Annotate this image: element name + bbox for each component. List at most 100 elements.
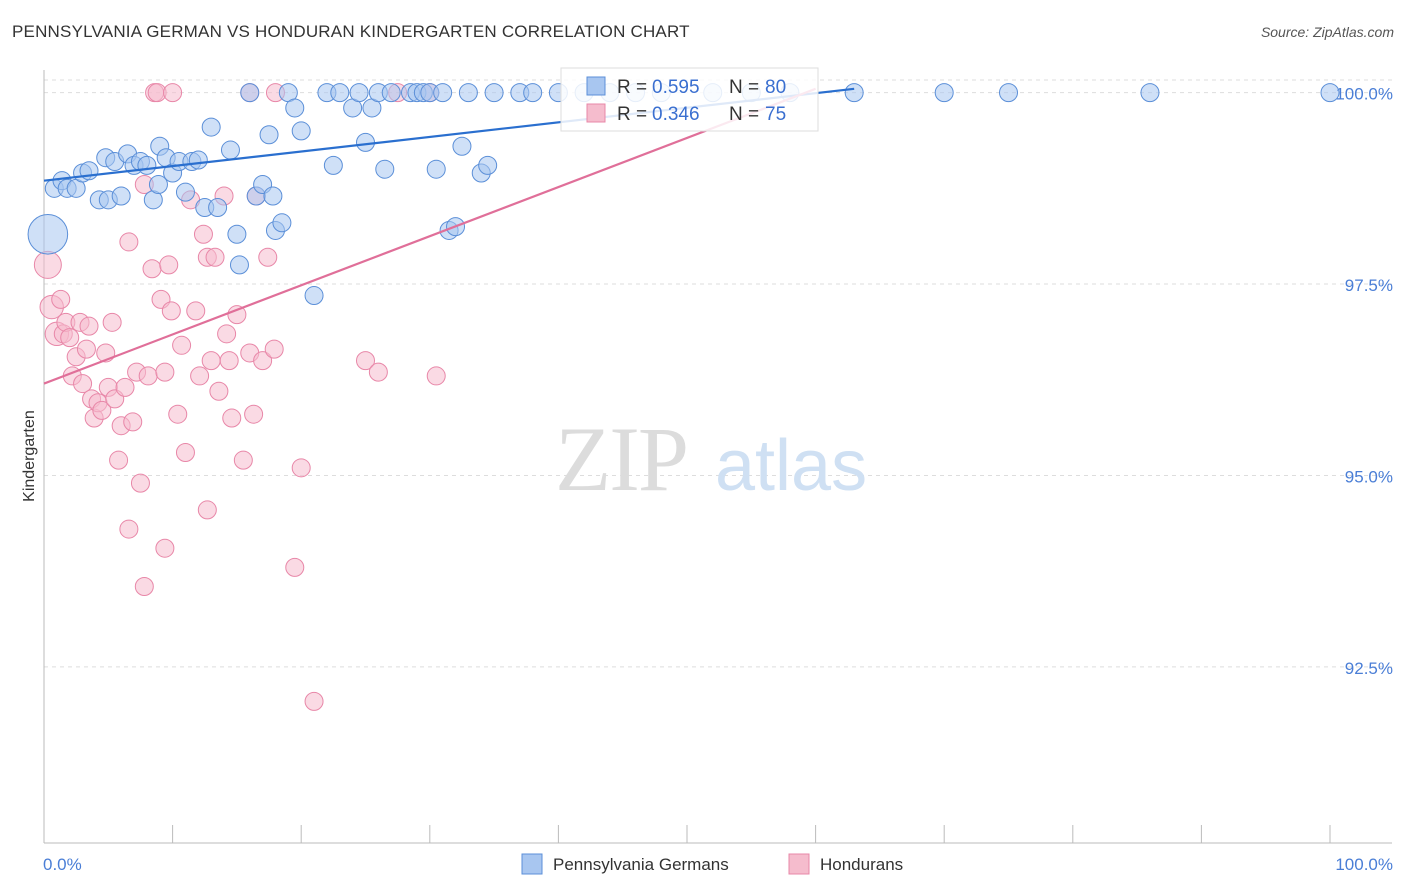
hondurans-points — [33, 83, 446, 711]
data-point-pennsylvania-german — [999, 83, 1018, 103]
data-point-honduran — [227, 305, 247, 325]
data-point-pennsylvania-german — [27, 213, 69, 255]
data-point-pennsylvania-german — [201, 117, 221, 137]
stats-n-label-blue: N = — [729, 77, 759, 98]
data-point-pennsylvania-german — [844, 83, 864, 103]
source-label: Source: ZipAtlas.com — [1260, 24, 1394, 40]
x-tick-label-min: 0.0% — [43, 855, 82, 874]
data-point-pennsylvania-german — [304, 286, 324, 306]
stats-legend: R = 0.595 N = 80 R = 0.346 N = 75 — [560, 67, 819, 132]
data-point-pennsylvania-german — [452, 136, 472, 156]
data-point-pennsylvania-german — [259, 125, 279, 145]
data-point-honduran — [123, 412, 143, 432]
data-point-honduran — [193, 224, 213, 244]
y-tick-labels: 100.0% 97.5% 95.0% 92.5% — [1335, 85, 1393, 678]
data-point-honduran — [115, 377, 135, 397]
data-point-honduran — [51, 289, 71, 309]
data-point-honduran — [205, 247, 225, 267]
legend-swatch-pink — [788, 853, 810, 875]
data-point-pennsylvania-german — [426, 159, 446, 179]
data-point-honduran — [109, 450, 129, 470]
data-point-honduran — [138, 366, 158, 386]
stats-n-label-pink: N = — [729, 104, 759, 125]
legend-label-blue: Pennsylvania Germans — [553, 855, 729, 874]
data-point-pennsylvania-german — [330, 83, 350, 103]
y-tick-label: 95.0% — [1345, 467, 1393, 486]
data-point-honduran — [119, 232, 139, 252]
watermark-zip: ZIP — [555, 408, 687, 510]
axes — [43, 70, 1392, 844]
data-point-pennsylvania-german — [137, 155, 157, 175]
data-point-honduran — [285, 557, 305, 577]
data-point-pennsylvania-german — [208, 197, 228, 217]
legend-swatch-blue — [521, 853, 543, 875]
data-point-pennsylvania-german — [484, 83, 504, 103]
data-point-pennsylvania-german — [381, 83, 401, 103]
stats-swatch-pink — [586, 103, 606, 123]
data-point-honduran — [134, 576, 154, 596]
data-point-pennsylvania-german — [188, 150, 208, 170]
data-point-honduran — [172, 335, 192, 355]
bottom-legend: Pennsylvania Germans Hondurans — [521, 853, 903, 875]
stats-swatch-blue — [586, 76, 606, 96]
data-point-honduran — [368, 362, 388, 382]
data-point-honduran — [258, 247, 278, 267]
legend-label-pink: Hondurans — [820, 855, 903, 874]
chart-title: PENNSYLVANIA GERMAN VS HONDURAN KINDERGA… — [12, 22, 690, 41]
stats-r-label-blue: R = — [617, 77, 647, 98]
data-point-honduran — [60, 328, 80, 348]
data-point-pennsylvania-german — [220, 140, 240, 160]
data-point-honduran — [168, 404, 188, 424]
data-point-honduran — [264, 339, 284, 359]
data-point-pennsylvania-german — [291, 121, 311, 141]
data-point-honduran — [304, 691, 324, 711]
y-axis-label: Kindergarten — [21, 410, 38, 502]
data-point-honduran — [244, 404, 264, 424]
stats-n-value-blue: 80 — [765, 77, 786, 98]
data-point-honduran — [209, 381, 229, 401]
watermark-atlas: atlas — [715, 426, 867, 506]
data-point-honduran — [76, 339, 96, 359]
data-point-honduran — [217, 324, 237, 344]
data-point-honduran — [33, 250, 62, 279]
data-point-honduran — [163, 83, 183, 103]
data-point-honduran — [159, 255, 179, 275]
x-tick-label-max: 100.0% — [1335, 855, 1393, 874]
data-point-pennsylvania-german — [263, 186, 283, 206]
data-point-honduran — [186, 301, 206, 321]
data-point-pennsylvania-german — [285, 98, 305, 118]
data-point-honduran — [142, 259, 162, 279]
data-point-pennsylvania-german — [356, 132, 375, 152]
data-point-pennsylvania-german — [433, 83, 453, 103]
data-point-pennsylvania-german — [148, 175, 168, 195]
data-point-honduran — [119, 519, 139, 539]
data-point-pennsylvania-german — [323, 155, 343, 175]
data-point-pennsylvania-german — [1320, 83, 1340, 103]
data-point-pennsylvania-german — [375, 159, 395, 179]
y-tick-label: 100.0% — [1335, 85, 1393, 104]
data-point-honduran — [426, 366, 446, 386]
data-point-honduran — [92, 400, 112, 420]
data-point-honduran — [197, 500, 217, 520]
data-point-pennsylvania-german — [934, 83, 954, 103]
data-point-honduran — [253, 351, 273, 371]
data-point-honduran — [201, 351, 221, 371]
data-point-pennsylvania-german — [240, 83, 260, 103]
trend-line-hondurans — [43, 87, 816, 385]
data-point-honduran — [79, 316, 99, 336]
stats-r-value-pink: 0.346 — [652, 104, 700, 125]
data-point-honduran — [233, 450, 253, 470]
data-point-honduran — [219, 351, 239, 371]
data-point-pennsylvania-german — [111, 186, 131, 206]
data-point-honduran — [161, 301, 181, 321]
data-point-pennsylvania-german — [272, 213, 292, 233]
data-point-honduran — [356, 351, 375, 371]
data-point-pennsylvania-german — [229, 255, 249, 275]
stats-r-label-pink: R = — [617, 104, 647, 125]
data-point-pennsylvania-german — [175, 182, 195, 202]
data-point-pennsylvania-german — [478, 155, 498, 175]
data-point-honduran — [102, 312, 122, 332]
data-point-honduran — [155, 362, 175, 382]
data-point-pennsylvania-german — [1140, 83, 1160, 103]
data-point-pennsylvania-german — [458, 83, 478, 103]
